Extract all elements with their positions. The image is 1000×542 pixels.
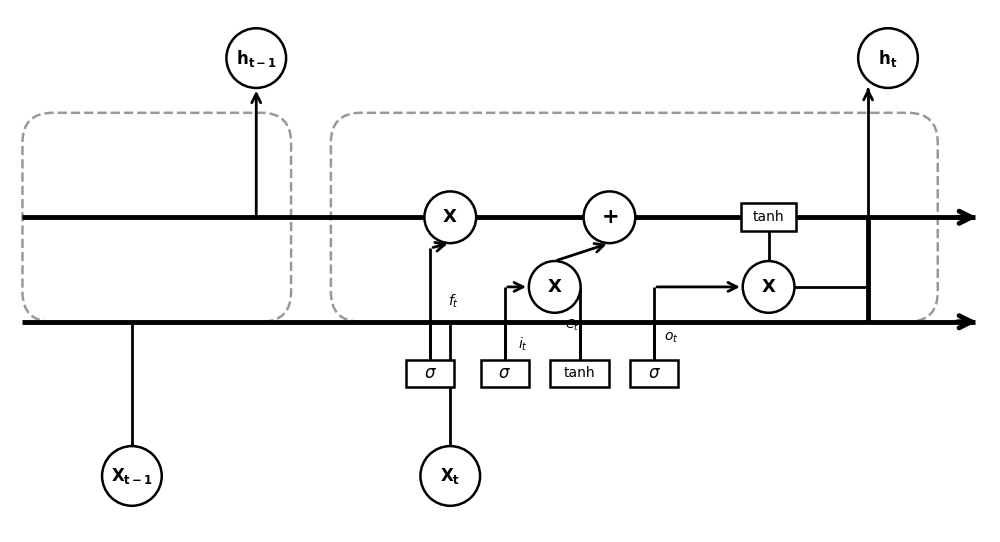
Text: $\mathbf{h_t}$: $\mathbf{h_t}$ [878,48,898,69]
FancyBboxPatch shape [630,359,678,388]
Text: $\mathbf{X_t}$: $\mathbf{X_t}$ [440,466,460,486]
Text: tanh: tanh [753,210,784,224]
Text: $\mathbf{+}$: $\mathbf{+}$ [601,207,618,227]
Text: $i_t$: $i_t$ [518,336,528,353]
Text: $\mathbf{X}$: $\mathbf{X}$ [442,208,458,226]
Circle shape [743,261,794,313]
Circle shape [529,261,581,313]
Text: $\sigma$: $\sigma$ [424,364,437,383]
Text: $o_t$: $o_t$ [664,331,679,345]
Circle shape [420,446,480,506]
Text: $C_t$: $C_t$ [565,318,579,333]
Circle shape [102,446,162,506]
FancyBboxPatch shape [331,113,938,322]
Text: $\mathbf{X_{t-1}}$: $\mathbf{X_{t-1}}$ [111,466,153,486]
Text: $\sigma$: $\sigma$ [498,364,511,383]
FancyBboxPatch shape [406,359,454,388]
Circle shape [584,191,635,243]
Text: $\mathbf{X}$: $\mathbf{X}$ [547,278,562,296]
Circle shape [424,191,476,243]
Text: $f_t$: $f_t$ [448,293,459,310]
Text: $\mathbf{h_{t-1}}$: $\mathbf{h_{t-1}}$ [236,48,277,69]
Text: $\sigma$: $\sigma$ [648,364,661,383]
Circle shape [226,28,286,88]
FancyBboxPatch shape [741,203,796,231]
FancyBboxPatch shape [481,359,529,388]
Circle shape [858,28,918,88]
Text: tanh: tanh [564,366,595,380]
FancyBboxPatch shape [550,359,609,388]
Text: $\mathbf{X}$: $\mathbf{X}$ [761,278,776,296]
FancyBboxPatch shape [22,113,291,322]
